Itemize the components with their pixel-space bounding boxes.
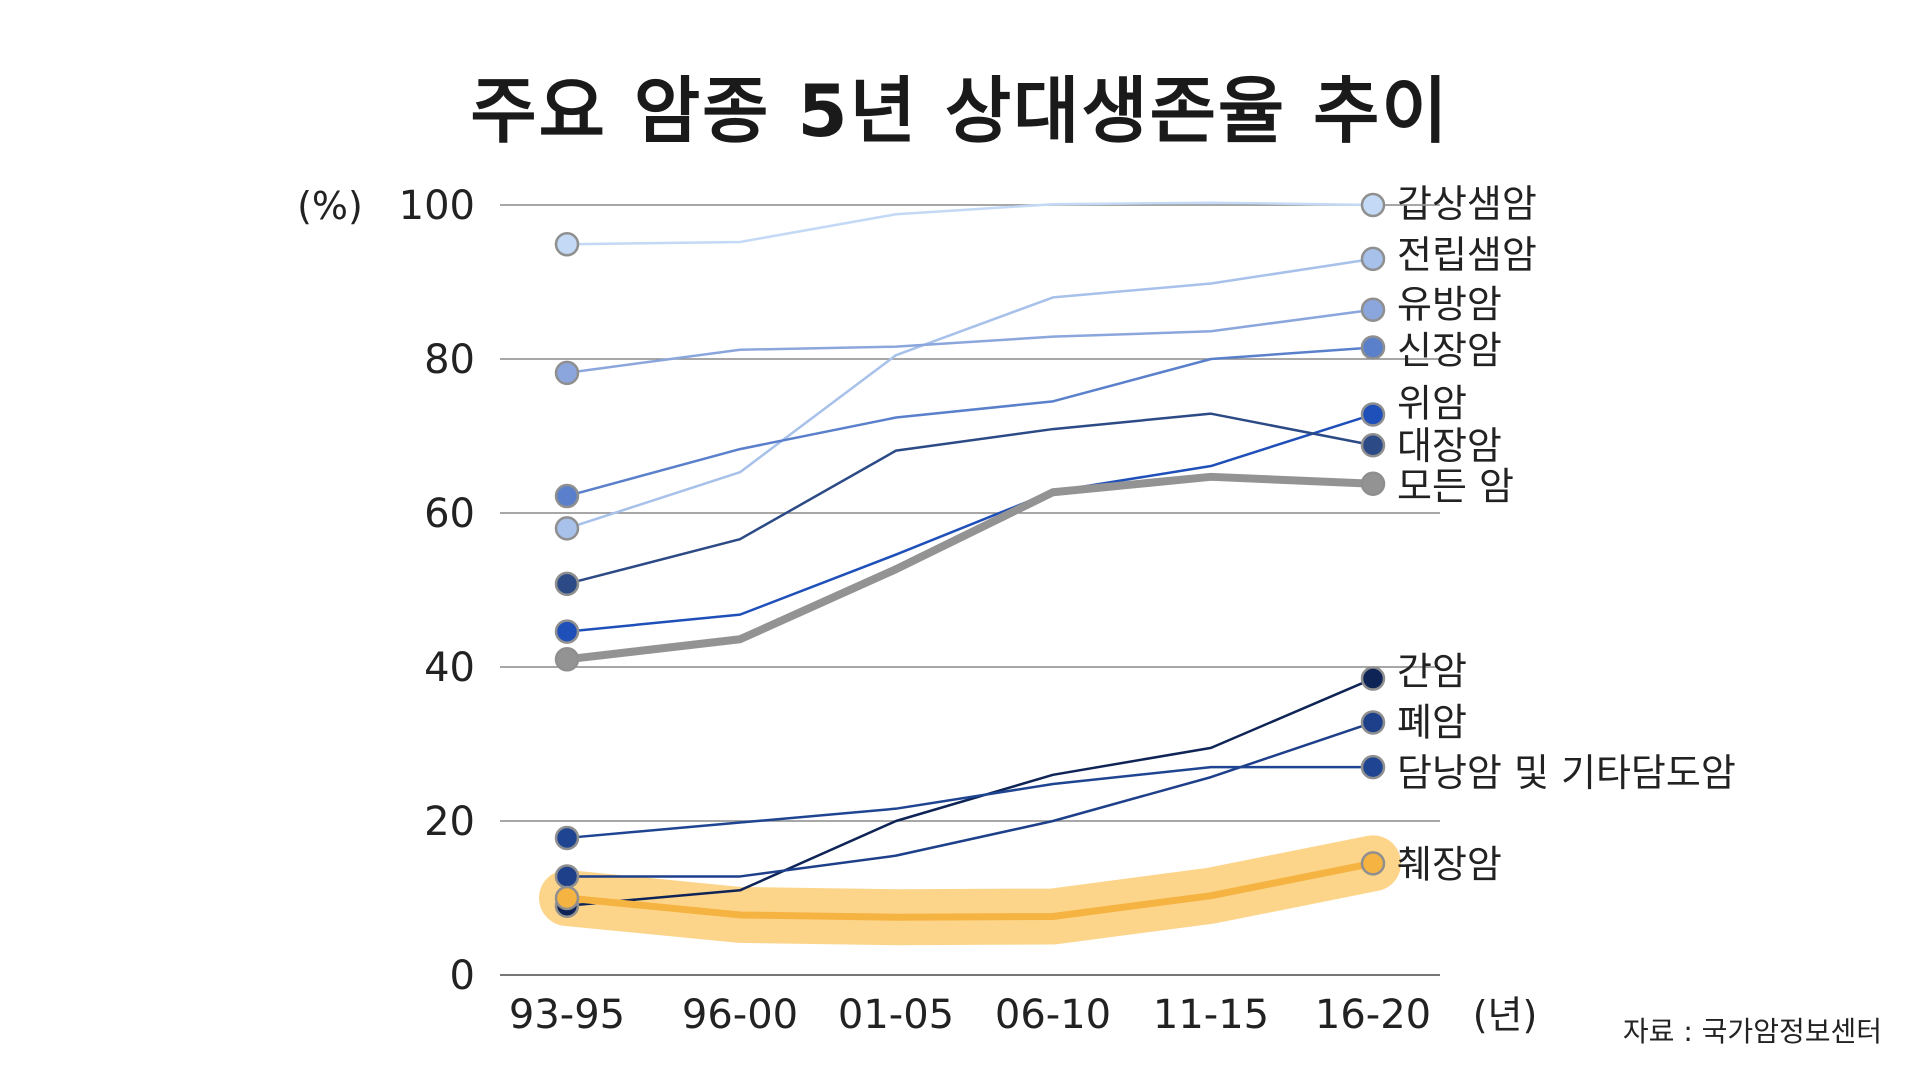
x-tick-label: 11-15 [1153, 992, 1269, 1038]
series-label: 모든 암 [1397, 465, 1514, 509]
series-label: 유방암 [1397, 283, 1502, 327]
series-label: 췌장암 [1397, 842, 1502, 886]
y-tick-label: 20 [424, 799, 475, 845]
x-tick-label: 16-20 [1315, 992, 1431, 1038]
data-point [1360, 246, 1386, 272]
data-point [1360, 335, 1386, 360]
x-tick-label: 93-95 [509, 992, 625, 1038]
series-label: 간암 [1397, 650, 1467, 694]
data-point [1360, 754, 1386, 780]
data-point [554, 232, 580, 257]
y-tick-label: 60 [424, 491, 475, 537]
data-point [554, 483, 580, 509]
data-point [1360, 710, 1386, 735]
data-point [554, 885, 580, 911]
data-point [554, 571, 580, 597]
series-line [566, 765, 1373, 840]
y-axis-label: (%) [297, 184, 363, 228]
series-line [566, 412, 1374, 586]
data-point [554, 825, 580, 851]
data-point [1360, 432, 1386, 458]
series-line [566, 677, 1374, 907]
data-point [1360, 402, 1386, 427]
series-points [554, 192, 1386, 918]
data-point [554, 864, 580, 889]
x-tick-label: 01-05 [838, 992, 954, 1038]
series-label: 신장암 [1397, 328, 1502, 372]
y-tick-label: 80 [424, 337, 475, 383]
series-line [566, 257, 1374, 530]
data-point [554, 619, 580, 644]
series-label: 폐암 [1397, 700, 1467, 744]
series-line [566, 346, 1374, 498]
x-tick-label: 96-00 [682, 992, 798, 1038]
series-line [566, 413, 1374, 633]
x-axis-label: (년) [1473, 993, 1538, 1037]
data-point [554, 516, 580, 541]
data-point [1360, 851, 1386, 876]
y-tick-label: 40 [424, 645, 475, 691]
gridlines [500, 204, 1440, 976]
y-tick-label: 100 [399, 183, 475, 229]
data-point [554, 360, 580, 386]
series-label: 갑상샘암 [1397, 182, 1537, 226]
data-point [1360, 471, 1386, 496]
y-tick-label: 0 [450, 953, 475, 999]
data-point [1360, 666, 1386, 691]
chart-title: 주요 암종 5년 상대생존율 추이 [470, 69, 1450, 153]
data-point [1360, 297, 1386, 322]
data-point [554, 647, 580, 672]
series-line [566, 859, 1374, 921]
data-point [1360, 192, 1386, 218]
series-line [566, 308, 1374, 375]
series-label: 담낭암 및 기타담도암 [1397, 751, 1736, 795]
series-label: 위암 [1397, 381, 1467, 425]
x-tick-label: 06-10 [995, 992, 1111, 1038]
source-note: 자료 : 국가암정보센터 [1622, 1015, 1882, 1048]
series-lines [566, 201, 1374, 921]
series-label: 대장암 [1397, 424, 1502, 468]
axes: 0 20 40 60 80 100 (%) 93-95 96-00 01-05 06-10 11-15… [297, 183, 1537, 1038]
series-line [566, 472, 1374, 664]
series-label: 전립샘암 [1397, 233, 1537, 277]
series-line [566, 201, 1374, 246]
